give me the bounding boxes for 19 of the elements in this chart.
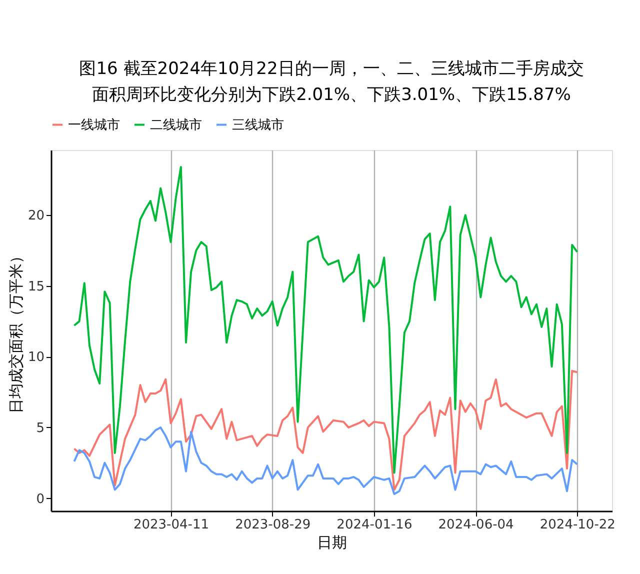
x-tick-label: 2023-04-11 — [133, 518, 210, 532]
line-series — [73, 166, 578, 474]
legend-label: 一线城市 — [68, 118, 120, 133]
y-tick-label: 0 — [36, 492, 44, 507]
y-axis-title: 日均成交面积（万平米） — [6, 248, 25, 414]
y-tick-label: 10 — [28, 350, 44, 366]
chart-title: 图16 截至2024年10月22日的一周，一、二、三线城市二手房成交面积周环比变化分别为下跌2.01%、下跌3.01%、下跌15.87% — [79, 59, 584, 105]
y-tick-label: 5 — [36, 420, 44, 436]
x-tick-label: 2024-10-22 — [540, 518, 616, 532]
line-series — [73, 370, 578, 491]
y-tick-label: 20 — [28, 208, 44, 224]
x-axis-title: 日期 — [317, 534, 347, 552]
legend-label: 三线城市 — [232, 118, 284, 133]
y-tick-label: 15 — [28, 279, 44, 294]
x-tick-label: 2024-06-04 — [438, 518, 514, 532]
line-series — [73, 426, 578, 496]
x-tick-label: 2024-01-16 — [336, 518, 412, 532]
legend-label: 二线城市 — [150, 118, 202, 133]
x-tick-label: 2023-08-29 — [235, 518, 311, 532]
